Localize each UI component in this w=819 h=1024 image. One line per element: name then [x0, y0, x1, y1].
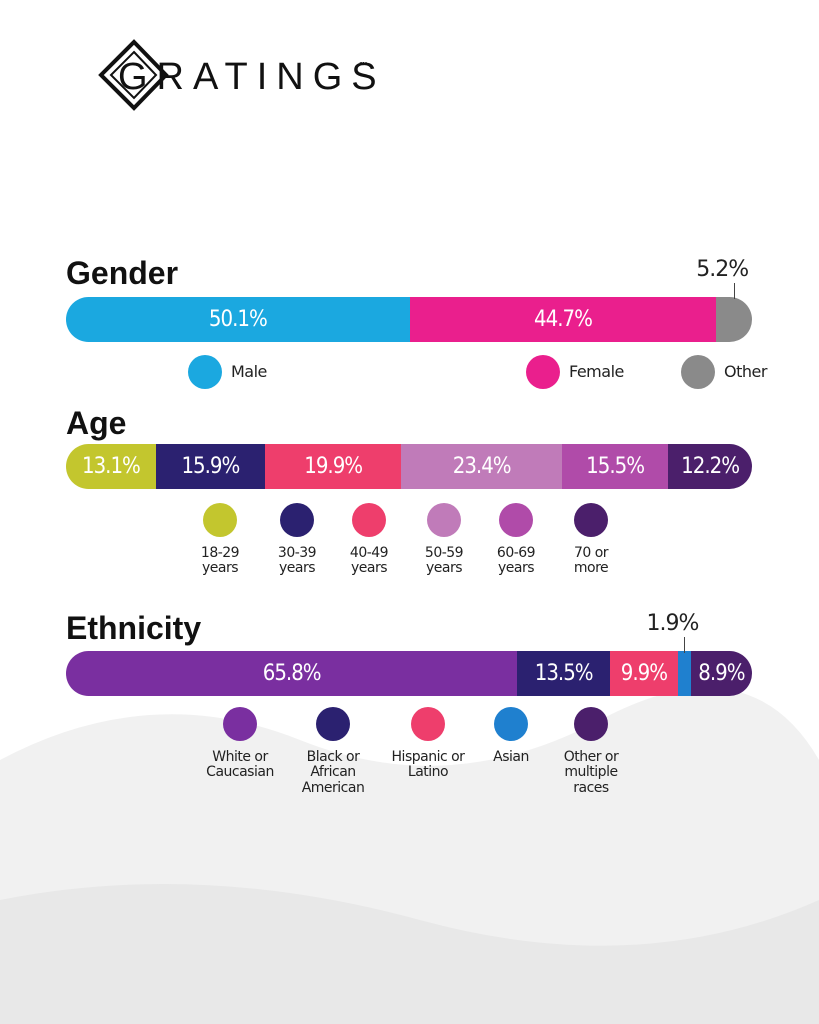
legend-label: 30-39 years: [277, 545, 317, 577]
value-label: 50.1%: [208, 307, 268, 332]
legend-swatch: [316, 707, 350, 741]
value-label: 15.9%: [181, 454, 240, 479]
legend-swatch: [574, 707, 608, 741]
bar-segment: 23.4%: [401, 444, 562, 489]
bar-segment: 8.9%: [690, 651, 752, 696]
value-label: 5.2%: [696, 257, 749, 282]
leader-line: [684, 637, 686, 653]
bar-segment: 65.8%: [66, 651, 518, 696]
legend-swatch: [574, 503, 608, 537]
legend-label: Asian: [493, 749, 529, 765]
logo-text: GRATINGS: [118, 56, 386, 98]
legend-swatch: [494, 707, 528, 741]
legend-label: 50-59 years: [424, 545, 464, 577]
value-label: 1.9%: [646, 611, 699, 636]
legend-label: 60-69 years: [496, 545, 536, 577]
legend-label: Other or multiple races: [563, 749, 619, 796]
value-label: 44.7%: [534, 307, 593, 332]
bar-segment: 50.1%: [66, 297, 410, 342]
legend-label: Black or African American: [301, 749, 365, 796]
legend-label: 70 or more: [573, 545, 609, 577]
legend-swatch: [280, 503, 314, 537]
stacked-bar: 13.1% 15.9% 19.9% 23.4% 15.5% 12.2%: [66, 444, 752, 489]
value-label: 9.9%: [620, 661, 668, 686]
legend-label: Female: [569, 362, 624, 381]
logo-diamond-inner: [109, 50, 158, 100]
legend-swatch: [526, 355, 560, 389]
bar-segment: 12.2%: [668, 444, 752, 489]
legend-label: Hispanic or Latino: [391, 749, 465, 781]
legend-label: White or Caucasian: [206, 749, 274, 781]
legend-label: Male: [231, 362, 267, 381]
value-label: 23.4%: [452, 454, 512, 479]
value-label: 13.1%: [81, 454, 141, 479]
ground: [0, 884, 819, 1024]
bar-segment: 15.5%: [561, 444, 669, 489]
chart-title: Ethnicity: [66, 610, 202, 646]
value-label: 19.9%: [304, 454, 363, 479]
bar-segment: 13.1%: [66, 444, 156, 489]
legend-swatch: [188, 355, 222, 389]
bar-segment: [677, 651, 691, 696]
value-label: 13.5%: [534, 661, 594, 686]
leader-line: [734, 283, 736, 299]
stacked-bar: 50.1% 44.7%: [66, 297, 752, 342]
chart-title: Age: [66, 405, 127, 441]
value-label: 12.2%: [681, 454, 740, 479]
bar-segment: 9.9%: [609, 651, 678, 696]
legend-swatch: [223, 707, 257, 741]
legend-swatch: [203, 503, 237, 537]
stacked-bar: 65.8% 13.5% 9.9% 8.9%: [66, 651, 752, 696]
bar-segment: 44.7%: [409, 297, 717, 342]
logo-diamond: [98, 39, 169, 111]
bar-segment: 19.9%: [264, 444, 402, 489]
value-label: 65.8%: [262, 661, 322, 686]
value-label: 8.9%: [698, 661, 745, 686]
legend-swatch: [427, 503, 461, 537]
bar-segment: 13.5%: [517, 651, 610, 696]
chart-title: Gender: [66, 255, 179, 291]
legend-swatch: [352, 503, 386, 537]
value-label: 15.5%: [586, 454, 645, 479]
legend-label: Other: [724, 362, 767, 381]
bar-segment: 15.9%: [155, 444, 265, 489]
legend-swatch: [681, 355, 715, 389]
bar-segment: [716, 297, 752, 342]
legend-swatch: [499, 503, 533, 537]
legend-swatch: [411, 707, 445, 741]
logo-trademark: ™: [358, 60, 369, 73]
legend-label: 18-29 years: [200, 545, 240, 577]
legend-label: 40-49 years: [349, 545, 389, 577]
